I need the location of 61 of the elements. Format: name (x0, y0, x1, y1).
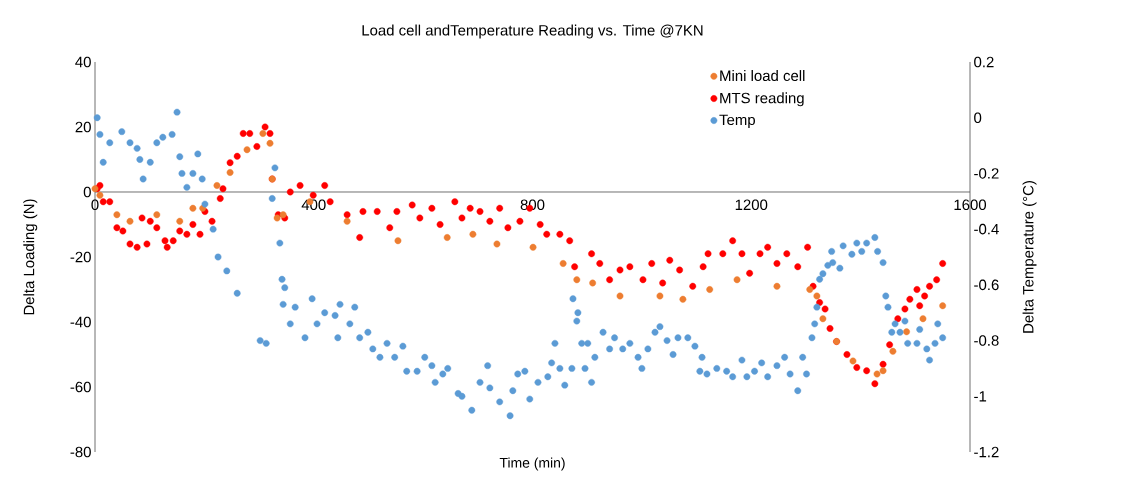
point (919, 315, 927, 323)
x-axis-title: Time (min) (499, 457, 565, 471)
point (733, 276, 741, 284)
legend-label: MTS reading (720, 92, 804, 107)
x-tick-label: 1200 (735, 199, 768, 211)
point (176, 217, 184, 225)
y-tick-label: 0 (83, 186, 91, 198)
point (879, 367, 887, 375)
point (493, 240, 501, 248)
point (126, 217, 134, 225)
x-tick-label: 1600 (954, 199, 987, 211)
y-axis-title: Delta Loading (N) (23, 199, 38, 315)
point (469, 230, 477, 238)
point (806, 286, 814, 293)
point (113, 211, 121, 219)
y-tick-label: -20 (70, 251, 91, 263)
point (849, 357, 857, 365)
point (819, 315, 827, 323)
point (813, 292, 821, 300)
point (616, 292, 624, 300)
y-tick-label: 40 (75, 56, 91, 68)
x-tick-label: 0 (91, 199, 99, 211)
point (259, 130, 267, 137)
point (939, 302, 947, 310)
point (226, 169, 234, 176)
legend-label: Mini load cell (720, 70, 805, 82)
y2-tick-label: -1 (974, 391, 987, 402)
point (706, 286, 714, 293)
y2-tick-label: -0.8 (974, 335, 999, 346)
point (243, 146, 251, 154)
y-tick-label: -60 (70, 381, 91, 393)
point (903, 328, 910, 336)
y2-axis-title: Delta Temperature (°C) (1022, 181, 1037, 333)
point (443, 234, 451, 241)
point (889, 347, 897, 355)
point (96, 191, 104, 199)
point (343, 217, 351, 225)
point (213, 182, 221, 189)
y2-tick-label: -1.2 (974, 446, 999, 458)
y2-tick-label: -0.4 (974, 223, 999, 235)
point (573, 276, 581, 284)
chart-title: Load cell andTemperature Reading vs. Time @7KN (362, 24, 703, 39)
y2-tick-label: 0.2 (974, 56, 994, 68)
point (873, 370, 881, 378)
y-tick-label: -80 (70, 446, 91, 458)
y-tick-label: -40 (70, 316, 91, 328)
point (153, 211, 161, 219)
point (266, 139, 274, 147)
y2-tick-label: -0.2 (974, 168, 999, 179)
point (529, 243, 537, 251)
point (559, 260, 567, 267)
point (589, 279, 597, 287)
point (679, 295, 687, 303)
point (394, 237, 402, 245)
point (656, 292, 664, 300)
y2-tick-label: -0.6 (974, 279, 999, 291)
legend-label: Temp (719, 114, 755, 129)
y-tick-label: 20 (75, 121, 91, 133)
y2-tick-label: 0 (974, 112, 982, 123)
point (773, 282, 781, 290)
point (189, 204, 197, 212)
